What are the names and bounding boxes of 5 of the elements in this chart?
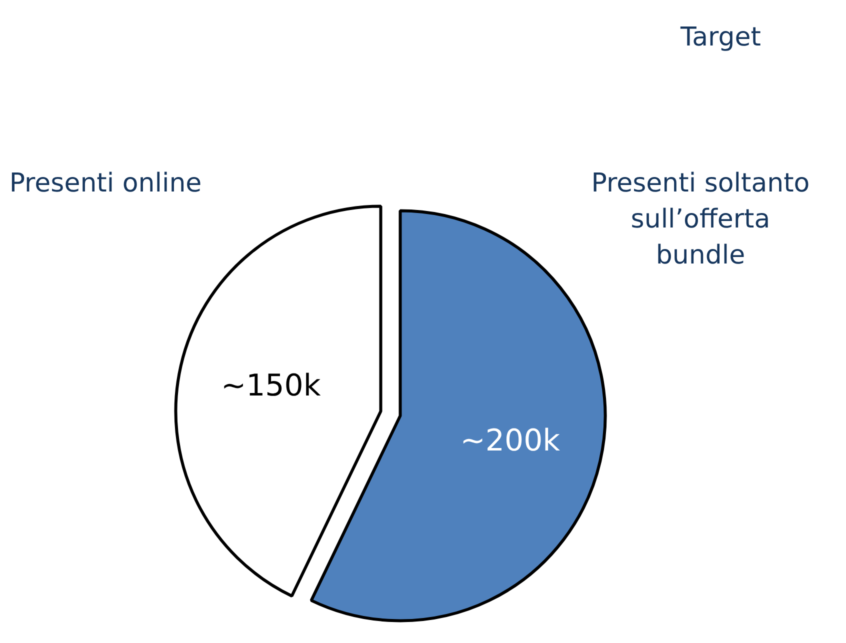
data-label: ~200k <box>460 423 561 458</box>
slice-label: Presenti soltanto sull’offerta bundle <box>591 168 810 270</box>
slice-label: Presenti online <box>9 168 202 198</box>
text: Target <box>680 22 761 52</box>
data-label: ~150k <box>220 368 322 404</box>
